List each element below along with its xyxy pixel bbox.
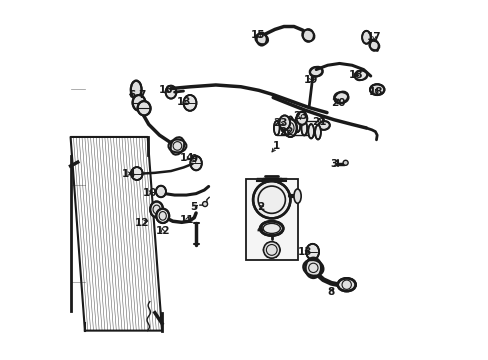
Ellipse shape — [170, 137, 184, 155]
Ellipse shape — [284, 119, 296, 137]
Ellipse shape — [131, 81, 142, 99]
Circle shape — [253, 181, 290, 219]
Text: 16: 16 — [158, 85, 172, 95]
Text: 19: 19 — [303, 75, 317, 85]
Text: 7: 7 — [138, 90, 145, 100]
Ellipse shape — [302, 30, 314, 41]
Ellipse shape — [318, 121, 329, 130]
Ellipse shape — [293, 189, 301, 203]
Text: 8: 8 — [327, 287, 334, 297]
Ellipse shape — [314, 125, 320, 139]
Text: 17: 17 — [366, 32, 381, 41]
Ellipse shape — [369, 84, 384, 95]
Text: 21: 21 — [312, 117, 326, 127]
Ellipse shape — [303, 260, 323, 276]
Ellipse shape — [279, 116, 289, 130]
Text: 1: 1 — [273, 141, 280, 151]
Ellipse shape — [156, 186, 165, 197]
Text: 6: 6 — [128, 90, 135, 100]
Ellipse shape — [294, 118, 300, 132]
Ellipse shape — [362, 31, 370, 44]
Ellipse shape — [255, 34, 267, 44]
Ellipse shape — [273, 121, 279, 135]
Ellipse shape — [307, 124, 313, 139]
Text: 14: 14 — [180, 153, 194, 163]
Ellipse shape — [296, 112, 306, 125]
Ellipse shape — [150, 202, 163, 217]
Text: 12: 12 — [135, 218, 149, 228]
Text: 10: 10 — [143, 188, 158, 198]
Text: 20: 20 — [330, 98, 345, 108]
Text: 23: 23 — [273, 118, 287, 128]
Text: 11: 11 — [180, 215, 194, 225]
Text: 4: 4 — [256, 225, 264, 235]
Text: 2: 2 — [256, 202, 264, 212]
Circle shape — [263, 242, 280, 258]
Text: 22: 22 — [279, 127, 293, 136]
Text: 13: 13 — [177, 97, 191, 107]
Text: 13: 13 — [298, 247, 312, 257]
Text: 3: 3 — [330, 159, 337, 169]
Ellipse shape — [309, 67, 322, 77]
Ellipse shape — [183, 95, 196, 111]
Ellipse shape — [301, 121, 306, 135]
Text: 14: 14 — [122, 168, 136, 179]
Ellipse shape — [334, 92, 347, 103]
Text: 9: 9 — [190, 154, 198, 164]
Circle shape — [343, 160, 347, 165]
Circle shape — [202, 202, 207, 207]
Text: 23: 23 — [292, 111, 306, 121]
Ellipse shape — [337, 278, 355, 291]
Text: 12: 12 — [155, 226, 170, 236]
Text: 18: 18 — [348, 70, 362, 80]
Text: 5: 5 — [189, 202, 197, 212]
Ellipse shape — [165, 86, 176, 99]
Ellipse shape — [156, 209, 169, 223]
Ellipse shape — [280, 118, 286, 132]
Text: 15: 15 — [250, 30, 265, 40]
Ellipse shape — [190, 156, 202, 170]
Ellipse shape — [305, 244, 319, 260]
Ellipse shape — [132, 95, 145, 111]
Ellipse shape — [354, 70, 366, 80]
Ellipse shape — [131, 167, 142, 180]
Ellipse shape — [287, 117, 293, 131]
Ellipse shape — [368, 41, 379, 50]
Ellipse shape — [260, 221, 283, 235]
Bar — [245, 179, 297, 260]
Ellipse shape — [137, 101, 150, 116]
Text: 18: 18 — [368, 87, 383, 97]
